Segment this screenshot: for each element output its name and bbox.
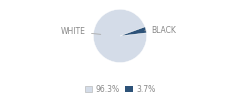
Wedge shape	[93, 9, 147, 62]
Text: BLACK: BLACK	[145, 26, 176, 35]
Wedge shape	[120, 27, 146, 36]
Legend: 96.3%, 3.7%: 96.3%, 3.7%	[82, 82, 158, 97]
Text: WHITE: WHITE	[61, 27, 101, 36]
